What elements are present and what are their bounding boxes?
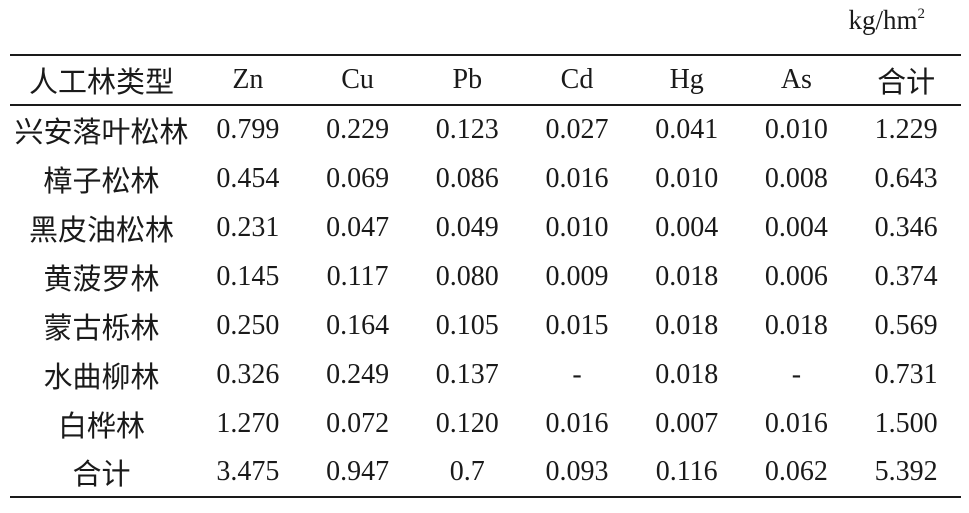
cell-pb: 0.123 bbox=[435, 114, 499, 145]
header-hg: Hg bbox=[631, 54, 742, 106]
heavy-metal-table: 人工林类型 Zn Cu Pb Cd Hg As 合计 兴安落叶松林 0.799 … bbox=[10, 54, 961, 498]
unit-label: kg/hm2 bbox=[848, 4, 925, 36]
cell-cu: 0.229 bbox=[326, 114, 390, 145]
cell-as: 0.062 bbox=[741, 448, 852, 498]
cell-total: 1.500 bbox=[874, 407, 938, 439]
cell-hg: 0.004 bbox=[655, 211, 719, 243]
table-row-total: 合计 3.475 0.947 0.7 0.093 0.116 0.062 5.3… bbox=[10, 448, 961, 498]
cell-zn: 0.231 bbox=[216, 211, 280, 243]
unit-text: kg/hm bbox=[848, 5, 918, 35]
table-body: 兴安落叶松林 0.799 0.229 0.123 0.027 0.041 0.0… bbox=[10, 105, 961, 498]
cell-cd: 0.009 bbox=[545, 260, 609, 292]
cell-zn: 0.799 bbox=[216, 114, 280, 145]
header-row: 人工林类型 Zn Cu Pb Cd Hg As 合计 bbox=[10, 54, 961, 106]
cell-as: - bbox=[791, 358, 802, 390]
cell-cd: 0.016 bbox=[545, 407, 609, 439]
header-cu: Cu bbox=[302, 54, 413, 106]
header-zn: Zn bbox=[193, 54, 303, 106]
header-plantation-type: 人工林类型 bbox=[10, 54, 194, 106]
row-label: 白桦林 bbox=[58, 408, 146, 443]
table-row: 兴安落叶松林 0.799 0.229 0.123 0.027 0.041 0.0… bbox=[10, 105, 961, 154]
cell-cd: 0.015 bbox=[545, 309, 609, 341]
table-row: 蒙古栎林 0.250 0.164 0.105 0.015 0.018 0.018… bbox=[10, 301, 961, 350]
cell-cu: 0.947 bbox=[302, 448, 413, 498]
cell-cd: 0.027 bbox=[545, 114, 609, 145]
cell-zn: 1.270 bbox=[216, 407, 280, 439]
cell-total: 1.229 bbox=[874, 114, 938, 145]
cell-as: 0.004 bbox=[764, 211, 828, 243]
cell-as: 0.008 bbox=[764, 162, 828, 194]
cell-cu: 0.069 bbox=[326, 162, 390, 194]
header-cd: Cd bbox=[522, 54, 632, 106]
cell-total: 5.392 bbox=[851, 448, 961, 498]
row-label: 水曲柳林 bbox=[43, 359, 160, 394]
cell-cd: 0.093 bbox=[522, 448, 632, 498]
cell-pb: 0.080 bbox=[435, 260, 499, 292]
cell-total: 0.731 bbox=[874, 358, 938, 390]
cell-hg: 0.116 bbox=[631, 448, 742, 498]
cell-zn: 0.145 bbox=[216, 260, 280, 292]
cell-total: 0.643 bbox=[874, 162, 938, 194]
cell-cu: 0.072 bbox=[326, 407, 390, 439]
table-header: 人工林类型 Zn Cu Pb Cd Hg As 合计 bbox=[10, 54, 961, 106]
header-pb: Pb bbox=[412, 54, 523, 106]
cell-as: 0.010 bbox=[764, 114, 828, 145]
cell-as: 0.016 bbox=[764, 407, 828, 439]
cell-pb: 0.7 bbox=[412, 448, 523, 498]
cell-zn: 3.475 bbox=[193, 448, 303, 498]
cell-pb: 0.137 bbox=[435, 358, 499, 390]
header-as: As bbox=[741, 54, 852, 106]
cell-hg: 0.010 bbox=[655, 162, 719, 194]
row-label: 樟子松林 bbox=[43, 163, 160, 198]
cell-pb: 0.105 bbox=[435, 309, 499, 341]
cell-hg: 0.018 bbox=[655, 260, 719, 292]
row-label: 黄菠罗林 bbox=[43, 261, 160, 296]
cell-pb: 0.120 bbox=[435, 407, 499, 439]
cell-pb: 0.086 bbox=[435, 162, 499, 194]
table-row: 白桦林 1.270 0.072 0.120 0.016 0.007 0.016 … bbox=[10, 399, 961, 448]
cell-cu: 0.117 bbox=[326, 260, 389, 292]
cell-hg: 0.007 bbox=[655, 407, 719, 439]
cell-zn: 0.326 bbox=[216, 358, 280, 390]
cell-total: 0.346 bbox=[874, 211, 938, 243]
cell-as: 0.018 bbox=[764, 309, 828, 341]
cell-cd: 0.016 bbox=[545, 162, 609, 194]
cell-cu: 0.164 bbox=[326, 309, 390, 341]
cell-hg: 0.018 bbox=[655, 358, 719, 390]
row-label: 合计 bbox=[10, 448, 194, 498]
table-row: 黑皮油松林 0.231 0.047 0.049 0.010 0.004 0.00… bbox=[10, 203, 961, 252]
cell-hg: 0.018 bbox=[655, 309, 719, 341]
cell-total: 0.374 bbox=[874, 260, 938, 292]
row-label: 黑皮油松林 bbox=[29, 212, 175, 247]
cell-zn: 0.454 bbox=[216, 162, 280, 194]
cell-cu: 0.047 bbox=[326, 211, 390, 243]
header-total: 合计 bbox=[851, 54, 961, 106]
table-row: 樟子松林 0.454 0.069 0.086 0.016 0.010 0.008… bbox=[10, 154, 961, 203]
table-row: 黄菠罗林 0.145 0.117 0.080 0.009 0.018 0.006… bbox=[10, 252, 961, 301]
cell-zn: 0.250 bbox=[216, 309, 280, 341]
row-label: 蒙古栎林 bbox=[43, 310, 160, 345]
cell-pb: 0.049 bbox=[435, 211, 499, 243]
cell-cu: 0.249 bbox=[326, 358, 390, 390]
cell-total: 0.569 bbox=[874, 309, 938, 341]
cell-hg: 0.041 bbox=[655, 114, 719, 145]
cell-cd: 0.010 bbox=[545, 211, 609, 243]
cell-cd: - bbox=[572, 358, 582, 390]
row-label: 兴安落叶松林 bbox=[14, 115, 189, 149]
cell-as: 0.006 bbox=[764, 260, 828, 292]
unit-superscript: 2 bbox=[917, 6, 926, 22]
table-row: 水曲柳林 0.326 0.249 0.137 - 0.018 - 0.731 bbox=[10, 350, 961, 399]
